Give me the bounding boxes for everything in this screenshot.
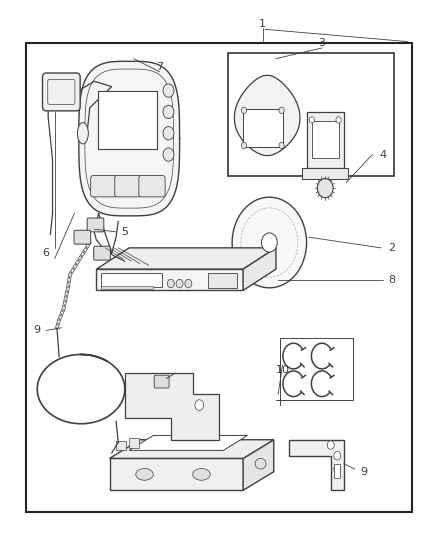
- Polygon shape: [110, 440, 274, 458]
- Ellipse shape: [136, 469, 153, 480]
- Polygon shape: [243, 440, 274, 490]
- Text: 6: 6: [42, 248, 49, 258]
- Circle shape: [241, 107, 247, 114]
- FancyBboxPatch shape: [74, 230, 91, 244]
- Bar: [101, 286, 153, 289]
- Circle shape: [185, 279, 192, 288]
- Polygon shape: [289, 440, 344, 490]
- Circle shape: [327, 441, 334, 449]
- FancyBboxPatch shape: [87, 218, 104, 232]
- Circle shape: [176, 279, 183, 288]
- Ellipse shape: [163, 126, 174, 140]
- Text: 5: 5: [121, 227, 128, 237]
- Bar: [280, 338, 353, 400]
- FancyBboxPatch shape: [154, 375, 169, 388]
- Text: 7: 7: [156, 62, 163, 71]
- Ellipse shape: [78, 123, 88, 144]
- Polygon shape: [234, 75, 300, 156]
- Bar: [26, 43, 412, 512]
- Bar: [129, 438, 139, 448]
- Polygon shape: [110, 458, 243, 490]
- Circle shape: [279, 107, 284, 114]
- Bar: [243, 109, 283, 147]
- Polygon shape: [125, 373, 219, 440]
- FancyBboxPatch shape: [42, 73, 80, 111]
- Circle shape: [334, 451, 341, 460]
- Text: 10: 10: [276, 366, 290, 375]
- Ellipse shape: [163, 106, 174, 119]
- Text: 4: 4: [380, 150, 387, 159]
- Ellipse shape: [163, 84, 174, 98]
- Ellipse shape: [255, 458, 266, 469]
- Bar: [208, 273, 237, 288]
- Bar: [101, 273, 162, 287]
- Bar: [312, 121, 339, 158]
- Circle shape: [309, 117, 314, 123]
- Circle shape: [317, 179, 333, 198]
- Ellipse shape: [193, 469, 210, 480]
- Bar: [116, 441, 126, 450]
- Polygon shape: [129, 435, 247, 450]
- Circle shape: [334, 465, 341, 473]
- FancyBboxPatch shape: [139, 175, 165, 197]
- Text: 9: 9: [34, 326, 41, 335]
- Circle shape: [232, 197, 307, 288]
- Circle shape: [241, 142, 247, 149]
- Bar: [302, 168, 348, 179]
- Bar: [334, 464, 340, 478]
- Bar: [98, 91, 157, 149]
- Polygon shape: [96, 248, 276, 269]
- Circle shape: [261, 233, 277, 252]
- FancyBboxPatch shape: [91, 175, 117, 197]
- FancyBboxPatch shape: [94, 246, 110, 260]
- Circle shape: [195, 400, 204, 410]
- Ellipse shape: [163, 148, 174, 161]
- Text: 3: 3: [318, 38, 325, 47]
- Circle shape: [279, 142, 284, 149]
- Polygon shape: [79, 61, 180, 216]
- FancyBboxPatch shape: [115, 175, 141, 197]
- Circle shape: [336, 117, 341, 123]
- Bar: [228, 53, 394, 176]
- Bar: [307, 112, 344, 168]
- Polygon shape: [243, 248, 276, 290]
- Text: 8: 8: [389, 275, 396, 285]
- Text: 1: 1: [259, 19, 266, 29]
- Circle shape: [167, 279, 174, 288]
- Polygon shape: [96, 269, 243, 290]
- Text: 9: 9: [360, 467, 367, 477]
- Text: 2: 2: [389, 243, 396, 253]
